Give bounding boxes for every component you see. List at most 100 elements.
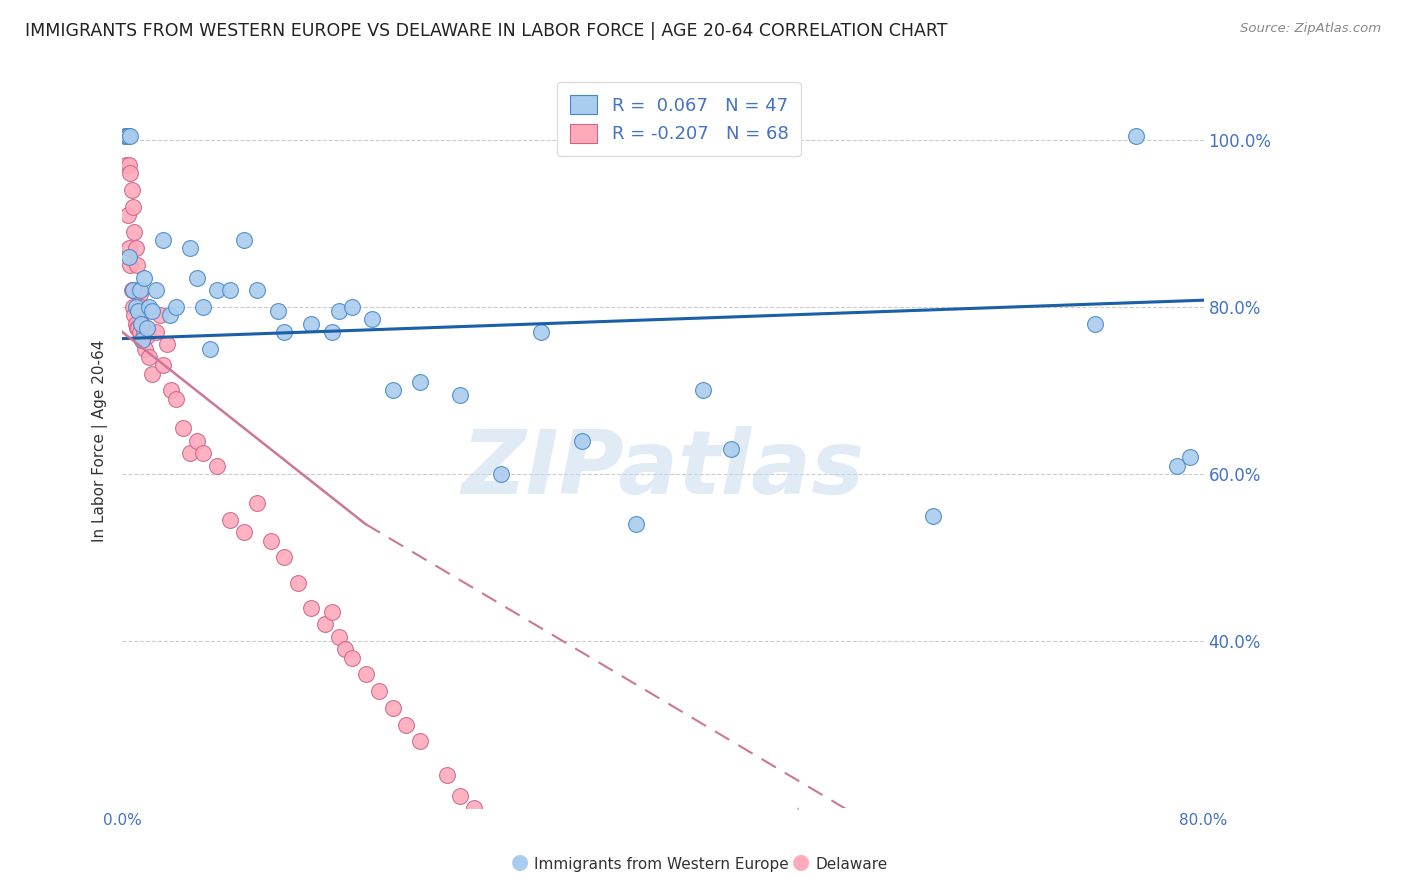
Point [127,283,149,297]
Point [1178,450,1201,465]
Point [131,317,153,331]
Point [266,304,288,318]
Point [246,496,269,510]
Point [125,300,148,314]
Point [232,233,254,247]
Text: Immigrants from Western Europe: Immigrants from Western Europe [534,857,789,872]
Point [198,342,221,356]
Point [152,233,174,247]
Point [124,225,146,239]
Point [165,300,187,314]
Text: ZIPatlas: ZIPatlas [461,426,865,514]
Point [205,283,228,297]
Point [131,333,153,347]
Point [361,312,384,326]
Point [205,458,228,473]
Point [122,200,145,214]
Point [335,642,357,657]
Point [120,258,142,272]
Point [128,325,150,339]
Point [117,128,139,143]
Point [354,667,377,681]
Text: Source: ZipAtlas.com: Source: ZipAtlas.com [1240,22,1381,36]
Point [328,630,350,644]
Point [117,208,139,222]
Point [463,801,485,815]
Point [149,308,172,322]
Point [381,701,404,715]
Point [530,325,553,339]
Point [114,128,136,143]
Point [489,467,512,481]
Point [1084,317,1107,331]
Point [449,789,471,803]
Point [193,300,215,314]
Point [1125,128,1147,143]
Point [219,513,242,527]
Point [160,384,183,398]
Point [408,734,430,748]
Y-axis label: In Labor Force | Age 20-64: In Labor Force | Age 20-64 [93,339,108,541]
Point [692,384,714,398]
Point [128,287,150,301]
Point [120,166,142,180]
Text: Delaware: Delaware [815,857,887,872]
Point [260,533,283,548]
Point [571,830,593,845]
Point [179,446,201,460]
Point [118,158,141,172]
Point [321,605,343,619]
Point [273,550,295,565]
Point [127,304,149,318]
Point [408,375,430,389]
Point [134,342,156,356]
Point [436,767,458,781]
Point [186,270,208,285]
Point [340,650,363,665]
Point [301,317,323,331]
Point [118,241,141,255]
Point [152,359,174,373]
Point [516,822,538,836]
Point [328,304,350,318]
Point [117,128,139,143]
Point [115,158,138,172]
Point [301,600,323,615]
Text: ●: ● [512,853,529,872]
Point [321,325,343,339]
Point [381,384,404,398]
Point [368,684,391,698]
Point [125,317,148,331]
Point [489,814,512,828]
Point [598,838,620,853]
Legend: R =  0.067   N = 47, R = -0.207   N = 68: R = 0.067 N = 47, R = -0.207 N = 68 [557,82,801,156]
Point [135,329,157,343]
Point [122,300,145,314]
Point [165,392,187,406]
Point [127,320,149,334]
Point [127,258,149,272]
Point [118,250,141,264]
Point [449,387,471,401]
Point [131,333,153,347]
Point [127,320,149,334]
Point [132,325,155,339]
Point [122,283,145,297]
Point [179,241,201,255]
Point [287,575,309,590]
Point [121,283,143,297]
Point [115,128,138,143]
Point [193,446,215,460]
Point [129,300,152,314]
Point [571,434,593,448]
Point [544,830,567,845]
Point [232,525,254,540]
Point [128,283,150,297]
Point [136,325,159,339]
Point [246,283,269,297]
Point [340,300,363,314]
Text: IMMIGRANTS FROM WESTERN EUROPE VS DELAWARE IN LABOR FORCE | AGE 20-64 CORRELATIO: IMMIGRANTS FROM WESTERN EUROPE VS DELAWA… [25,22,948,40]
Point [145,325,167,339]
Point [1166,458,1188,473]
Point [138,300,160,314]
